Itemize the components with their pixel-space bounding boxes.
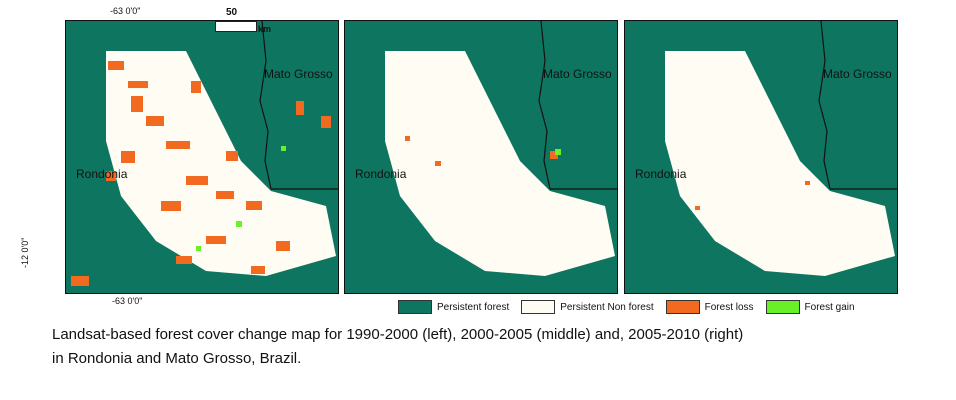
scale-bar-unit: km — [258, 24, 272, 34]
legend-item-persistent-non-forest: Persistent Non forest — [521, 300, 654, 314]
legend: Persistent forest Persistent Non forest … — [398, 298, 867, 316]
map-left-svg — [66, 21, 338, 293]
legend-swatch-persistent-forest — [398, 300, 432, 314]
longitude-label-bottom: -63 0'0" — [112, 296, 143, 306]
legend-swatch-forest-loss — [665, 300, 700, 314]
scale-bar — [215, 21, 257, 32]
caption-line-2: in Rondonia and Mato Grosso, Brazil. — [52, 350, 302, 367]
map-middle-svg — [345, 21, 617, 293]
label-rondonia-middle: Rondonia — [355, 167, 407, 181]
map-right-svg — [625, 21, 897, 293]
label-mato-grosso-left: Mato Grosso — [264, 67, 333, 81]
caption-line-1: Landsat-based forest cover change map fo… — [52, 326, 744, 343]
figure-caption: Landsat-based forest cover change map fo… — [52, 323, 932, 371]
longitude-label-top: -63 0'0" — [110, 6, 141, 16]
legend-label-persistent-non-forest: Persistent Non forest — [560, 301, 654, 313]
legend-item-forest-gain: Forest gain — [765, 300, 855, 314]
legend-swatch-forest-gain — [765, 300, 800, 314]
legend-label-forest-gain: Forest gain — [804, 301, 855, 313]
label-rondonia-left: Rondonia — [76, 167, 128, 181]
map-panel-middle: Rondonia Mato Grosso — [344, 20, 618, 294]
legend-label-persistent-forest: Persistent forest — [437, 301, 510, 313]
label-mato-grosso-middle: Mato Grosso — [543, 67, 612, 81]
legend-swatch-persistent-non-forest — [521, 300, 556, 314]
legend-item-persistent-forest: Persistent forest — [398, 300, 509, 314]
legend-label-forest-loss: Forest loss — [704, 301, 754, 313]
legend-item-forest-loss: Forest loss — [665, 300, 754, 314]
map-panel-right: Rondonia Mato Grosso — [624, 20, 898, 294]
label-mato-grosso-right: Mato Grosso — [823, 67, 892, 81]
scale-bar-value: 50 — [226, 7, 238, 18]
map-panel-left: Rondonia Mato Grosso — [65, 20, 339, 294]
latitude-label: -12 0'0" — [20, 237, 30, 268]
label-rondonia-right: Rondonia — [635, 167, 687, 181]
